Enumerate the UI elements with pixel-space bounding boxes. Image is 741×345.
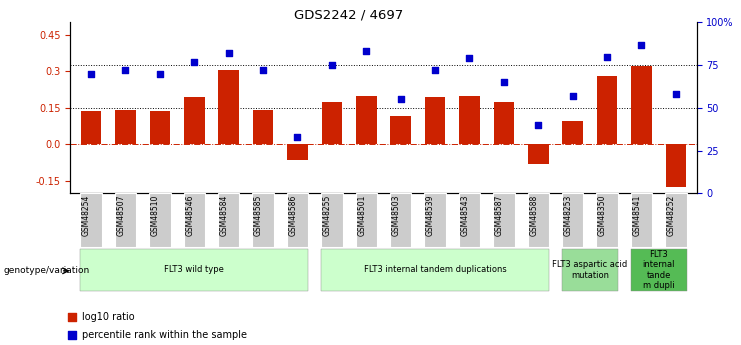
Text: GSM48253: GSM48253: [564, 195, 573, 236]
Text: GSM48501: GSM48501: [357, 195, 366, 236]
Bar: [184, 193, 205, 247]
Text: GSM48510: GSM48510: [151, 195, 160, 236]
Point: [119, 68, 131, 73]
Point: [601, 54, 613, 59]
Text: GSM48588: GSM48588: [529, 195, 538, 236]
Text: GDS2242 / 4697: GDS2242 / 4697: [293, 9, 403, 22]
Point: [154, 71, 166, 76]
Text: FLT3 wild type: FLT3 wild type: [165, 265, 225, 275]
Text: GSM48585: GSM48585: [254, 195, 263, 236]
Bar: [390, 193, 411, 247]
Bar: [459, 96, 479, 145]
Bar: [287, 145, 308, 160]
Point: [309, 265, 321, 270]
Text: GSM48539: GSM48539: [426, 195, 435, 236]
Point: [670, 91, 682, 97]
Bar: [321, 193, 342, 247]
Bar: [115, 110, 136, 145]
Text: GSM48252: GSM48252: [667, 195, 676, 236]
Bar: [287, 193, 308, 247]
Bar: [218, 193, 239, 247]
Bar: [150, 111, 170, 145]
Text: FLT3 aspartic acid
mutation: FLT3 aspartic acid mutation: [552, 260, 628, 280]
Point: [85, 71, 97, 76]
Bar: [425, 193, 446, 247]
Bar: [459, 193, 480, 247]
Text: GSM48584: GSM48584: [219, 195, 229, 236]
Bar: [80, 193, 102, 247]
Text: GSM48587: GSM48587: [495, 195, 504, 236]
Bar: [631, 193, 652, 247]
Text: genotype/variation: genotype/variation: [4, 266, 90, 275]
Text: FLT3
internal
tande
m dupli: FLT3 internal tande m dupli: [642, 250, 675, 290]
Text: GSM48546: GSM48546: [185, 195, 194, 236]
Point: [360, 49, 372, 54]
Bar: [356, 193, 377, 247]
Text: GSM48541: GSM48541: [633, 195, 642, 236]
Point: [464, 56, 476, 61]
Text: GSM48507: GSM48507: [116, 195, 125, 236]
Bar: [631, 249, 687, 290]
Point: [223, 50, 235, 56]
Point: [395, 97, 407, 102]
Bar: [665, 193, 687, 247]
Bar: [80, 249, 308, 290]
Bar: [494, 193, 514, 247]
Bar: [425, 97, 445, 145]
Bar: [391, 116, 411, 145]
Bar: [253, 110, 273, 145]
Text: GSM48350: GSM48350: [598, 195, 607, 236]
Point: [291, 134, 303, 140]
Point: [636, 42, 648, 47]
Bar: [115, 193, 136, 247]
Bar: [597, 193, 618, 247]
Point: [532, 122, 544, 128]
Bar: [528, 193, 549, 247]
Point: [188, 59, 200, 65]
Point: [309, 96, 321, 101]
Point: [498, 79, 510, 85]
Bar: [631, 66, 652, 145]
Bar: [562, 249, 618, 290]
Bar: [149, 193, 170, 247]
Bar: [597, 76, 617, 145]
Bar: [562, 121, 583, 145]
Bar: [356, 96, 376, 145]
Text: GSM48255: GSM48255: [323, 195, 332, 236]
Bar: [81, 111, 102, 145]
Bar: [184, 97, 205, 145]
Point: [429, 68, 441, 73]
Bar: [562, 193, 583, 247]
Text: percentile rank within the sample: percentile rank within the sample: [82, 331, 247, 340]
Bar: [494, 102, 514, 145]
Text: GSM48543: GSM48543: [460, 195, 470, 236]
Bar: [253, 193, 273, 247]
Text: FLT3 internal tandem duplications: FLT3 internal tandem duplications: [364, 265, 506, 275]
Point: [567, 93, 579, 99]
Bar: [665, 145, 686, 187]
Bar: [528, 145, 548, 164]
Bar: [219, 70, 239, 145]
Bar: [321, 249, 549, 290]
Text: GSM48503: GSM48503: [392, 195, 401, 236]
Text: log10 ratio: log10 ratio: [82, 312, 135, 322]
Bar: [322, 102, 342, 145]
Text: GSM48586: GSM48586: [288, 195, 297, 236]
Point: [326, 62, 338, 68]
Point: [257, 68, 269, 73]
Text: GSM48254: GSM48254: [82, 195, 91, 236]
